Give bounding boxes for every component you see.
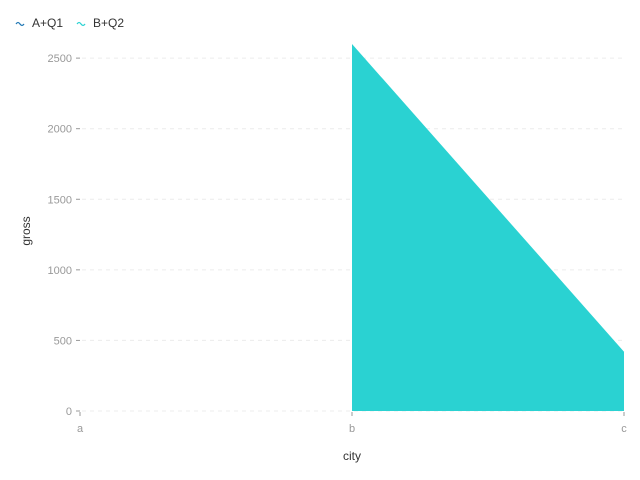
y-axis: 0 500 1000 1500 2000 2500 (48, 53, 80, 418)
x-tick-label: a (77, 423, 84, 435)
x-axis-title: city (343, 449, 361, 463)
y-tick-label: 0 (66, 406, 72, 418)
legend-item-label[interactable]: B+Q2 (93, 16, 124, 30)
legend-swatch-icon[interactable] (15, 21, 25, 27)
legend-swatch-icon[interactable] (76, 21, 86, 27)
y-tick-label: 1500 (48, 194, 72, 206)
y-tick-label: 2500 (48, 53, 72, 65)
x-tick-label: c (621, 423, 627, 435)
x-tick-label: b (349, 423, 355, 435)
y-tick-label: 2000 (48, 124, 72, 136)
series-areas (352, 44, 624, 411)
legend-item-label[interactable]: A+Q1 (32, 16, 63, 30)
legend: A+Q1 B+Q2 (15, 16, 124, 30)
x-axis: a b c (77, 412, 627, 435)
y-tick-label: 1000 (48, 265, 72, 277)
y-axis-title: gross (19, 216, 33, 245)
series-area (352, 44, 624, 411)
y-tick-label: 500 (54, 335, 72, 347)
